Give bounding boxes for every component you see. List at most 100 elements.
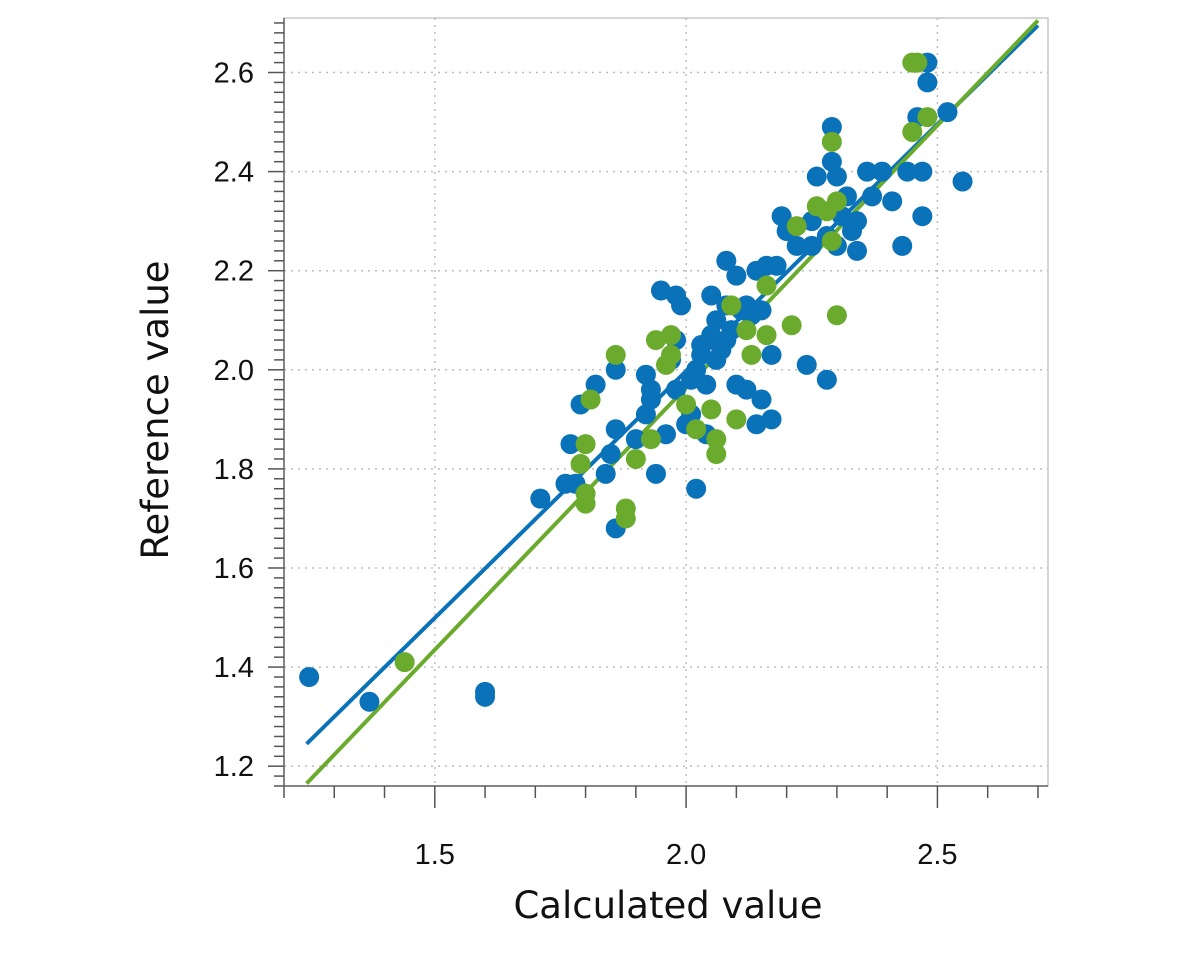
data-point <box>952 171 973 192</box>
data-point <box>917 72 938 93</box>
data-point <box>912 206 933 227</box>
y-tick-label: 2.4 <box>214 157 254 189</box>
x-tick-label: 1.5 <box>415 839 455 871</box>
data-point <box>862 186 883 207</box>
x-tick-label: 2.0 <box>666 839 706 871</box>
y-tick-label: 2.6 <box>214 58 254 90</box>
data-point <box>666 379 687 400</box>
data-point <box>635 404 656 425</box>
data-point <box>530 488 551 509</box>
data-point <box>847 211 867 232</box>
data-point <box>600 444 621 465</box>
data-point <box>359 691 380 712</box>
data-point <box>706 444 727 465</box>
data-point <box>892 235 913 256</box>
data-point <box>902 121 923 142</box>
data-point <box>897 161 918 182</box>
data-point <box>706 429 727 450</box>
data-point <box>736 320 757 341</box>
y-tick-label: 2.0 <box>214 355 254 387</box>
data-point <box>726 409 747 430</box>
data-point <box>806 166 827 187</box>
trendline <box>305 19 1040 785</box>
y-tick-label: 1.8 <box>214 454 254 486</box>
data-point <box>299 666 320 687</box>
x-axis: 1.5 2.0 2.5 <box>283 785 1048 871</box>
data-point <box>721 295 742 316</box>
data-point <box>666 285 687 306</box>
data-point <box>746 414 767 435</box>
data-point <box>781 315 802 336</box>
data-point <box>826 191 847 212</box>
data-point <box>605 344 626 365</box>
data-point <box>650 280 671 301</box>
y-axis-title: Reference value <box>134 260 177 559</box>
data-point <box>826 166 847 187</box>
data-point <box>570 453 591 474</box>
data-point <box>736 379 757 400</box>
data-point <box>882 191 903 212</box>
data-point <box>756 325 777 346</box>
y-tick-label: 1.2 <box>214 751 254 783</box>
data-point <box>751 389 772 410</box>
data-point <box>761 344 782 365</box>
y-tick-label: 1.4 <box>214 652 254 684</box>
x-axis-title: Calculated value <box>513 884 822 927</box>
data-point <box>761 409 782 430</box>
data-point <box>605 359 626 380</box>
data-point <box>575 493 596 514</box>
data-point <box>701 285 722 306</box>
x-tick-label: 2.5 <box>917 839 957 871</box>
data-point <box>847 240 867 261</box>
data-point <box>821 117 842 138</box>
data-point <box>716 250 737 271</box>
data-point <box>721 320 742 341</box>
data-point <box>907 52 928 73</box>
data-point <box>917 107 938 128</box>
data-point <box>801 235 822 256</box>
data-point <box>686 478 707 499</box>
y-axis: 1.2 1.4 1.6 1.8 2.0 2.2 2.4 2.6 <box>214 18 285 787</box>
data-point <box>766 255 787 276</box>
data-point <box>751 300 772 321</box>
plot-frame <box>283 17 1049 787</box>
data-point <box>821 131 842 152</box>
data-point <box>645 463 666 484</box>
data-point <box>661 325 682 346</box>
data-point <box>625 429 646 450</box>
data-point <box>656 424 676 445</box>
data-point <box>686 419 707 440</box>
data-point <box>741 344 762 365</box>
data-point <box>796 354 817 375</box>
data-point <box>605 419 626 440</box>
data-point <box>394 652 415 673</box>
data-point <box>696 374 717 395</box>
data-point <box>706 310 727 331</box>
data-point <box>676 394 697 415</box>
y-tick-label: 2.2 <box>214 256 254 288</box>
y-tick-label: 1.6 <box>214 553 254 585</box>
data-point <box>661 344 682 365</box>
data-point <box>475 686 496 707</box>
data-point <box>912 161 933 182</box>
data-point <box>786 216 807 237</box>
data-point <box>821 230 842 251</box>
data-point <box>726 265 747 286</box>
data-point <box>937 102 958 123</box>
data-point <box>560 434 581 455</box>
data-point <box>872 161 893 182</box>
data-point <box>580 389 601 410</box>
data-point <box>595 463 616 484</box>
data-point <box>816 369 837 390</box>
data-point <box>857 161 878 182</box>
data-point <box>756 275 777 296</box>
data-point <box>575 434 596 455</box>
data-point <box>625 448 646 469</box>
data-point <box>701 399 722 420</box>
data-point <box>615 508 636 529</box>
data-point <box>826 305 847 326</box>
data-points <box>299 52 973 712</box>
data-point <box>640 379 661 400</box>
data-point <box>645 330 666 351</box>
